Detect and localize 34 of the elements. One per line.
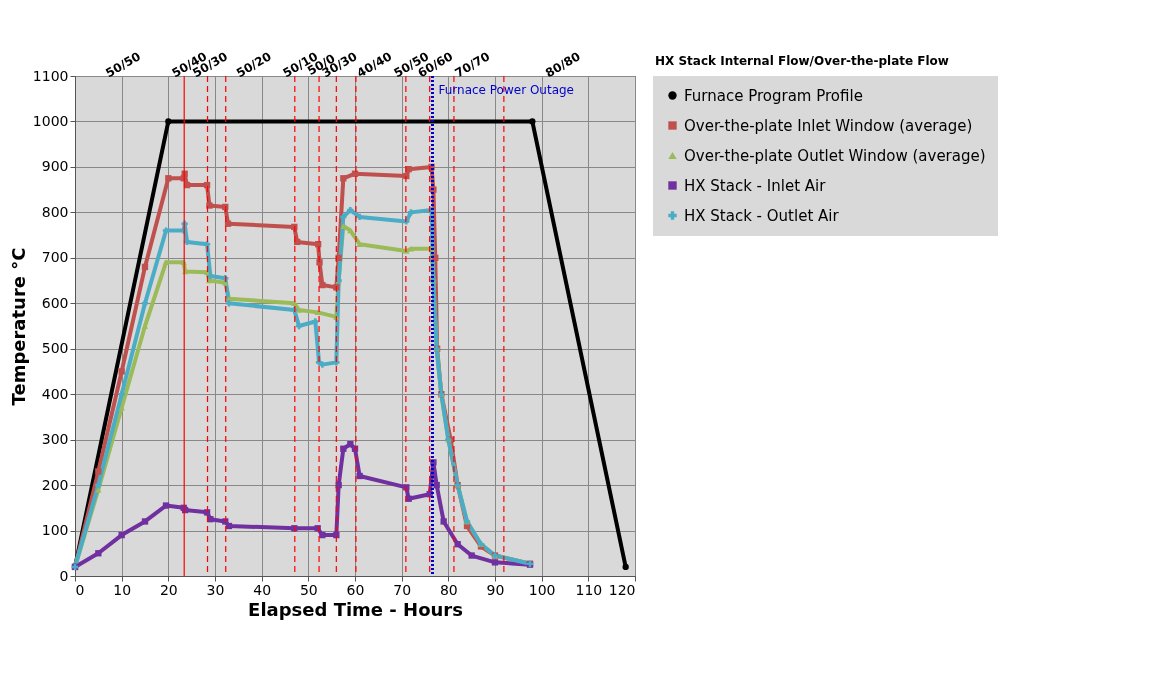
- y-tick-label: 200: [41, 476, 69, 493]
- y-tick-label: 300: [41, 431, 69, 448]
- y-tick-label: 700: [41, 249, 69, 266]
- text: HX Stack Internal Flow/Over-the-plate Flow: [655, 54, 949, 68]
- x-tick-label: 100: [528, 581, 556, 598]
- y-tick-label: 400: [41, 385, 69, 402]
- x-tick-label: 20: [159, 581, 178, 598]
- legend-label: Furnace Program Profile: [684, 86, 863, 105]
- legend-label: Over-the-plate Outlet Window (average): [684, 146, 986, 165]
- y-tick-label: 500: [41, 340, 69, 357]
- x-tick-label: 90: [486, 581, 505, 598]
- x-tick-label: 80: [439, 581, 458, 598]
- x-tick-label: 40: [253, 581, 272, 598]
- x-tick-label: 120: [608, 581, 636, 598]
- legend-label: HX Stack - Outlet Air: [684, 206, 840, 225]
- x-tick-label: 110: [575, 581, 603, 598]
- y-tick-label: 900: [41, 158, 69, 175]
- x-tick-label: 60: [346, 581, 365, 598]
- ref-line-label: Furnace Power Outage: [438, 83, 575, 97]
- y-tick-label: 600: [41, 294, 69, 311]
- y-tick-label: 800: [41, 203, 69, 220]
- x-axis-title: Elapsed Time - Hours: [248, 598, 463, 620]
- x-tick-label: 70: [393, 581, 412, 598]
- legend-label: HX Stack - Inlet Air: [684, 176, 827, 195]
- x-tick-label: 0: [75, 581, 85, 598]
- x-tick-label: 10: [113, 581, 132, 598]
- y-tick-label: 0: [59, 567, 69, 584]
- y-tick-label: 100: [41, 522, 69, 539]
- legend-label: Over-the-plate Inlet Window (average): [684, 116, 973, 135]
- y-tick-label: 1100: [32, 67, 69, 84]
- y-tick-label: 1000: [32, 112, 69, 129]
- y-axis-title: Temperature °C: [7, 247, 29, 406]
- x-tick-label: 30: [206, 581, 225, 598]
- x-tick-label: 50: [299, 581, 318, 598]
